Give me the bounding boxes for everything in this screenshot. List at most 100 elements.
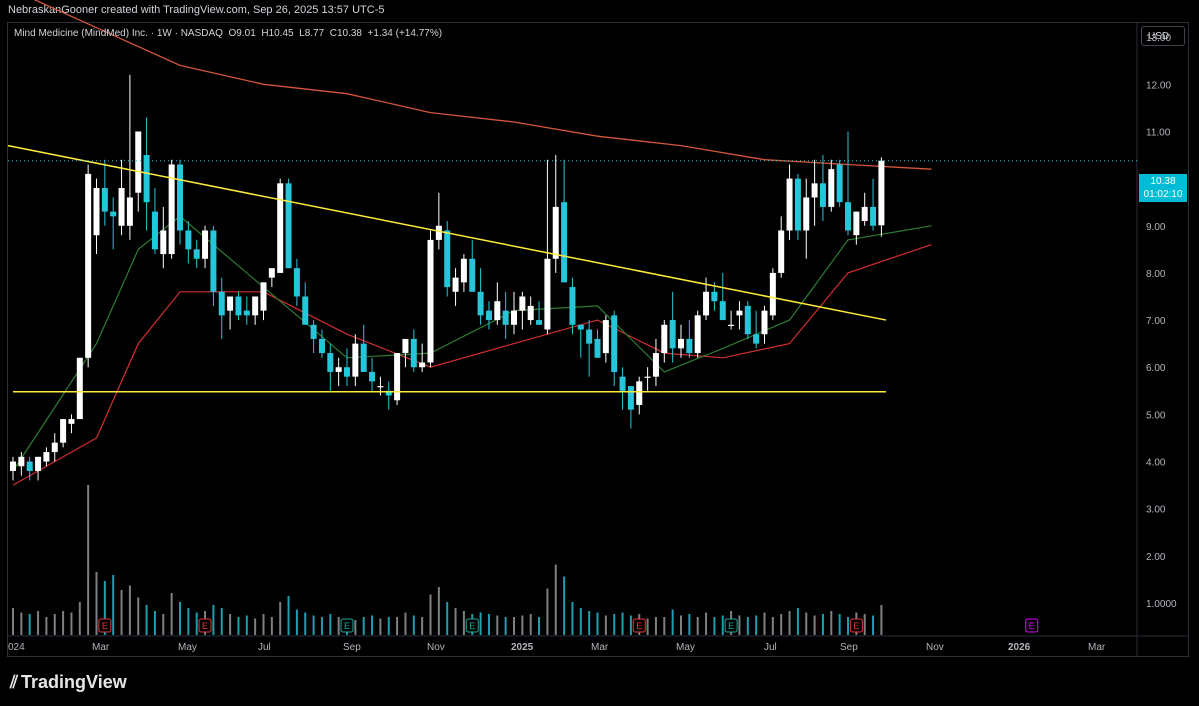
candle-body (569, 287, 576, 325)
candle-body (293, 268, 300, 297)
volume-bar (103, 581, 106, 635)
y-tick-label: 9.00 (1146, 222, 1166, 233)
low-value: L8.77 (299, 28, 325, 39)
earnings-marker-label: E (202, 621, 208, 631)
x-tick-label: Mar (591, 642, 609, 653)
volume-bar (629, 615, 632, 635)
volume-bar (187, 608, 190, 635)
candle-body (602, 320, 609, 354)
candle-body (218, 291, 225, 316)
candle-body (694, 315, 701, 354)
candle-body (769, 272, 776, 316)
candle-body (352, 343, 359, 377)
volume-bar (195, 612, 198, 635)
volume-bar (212, 605, 215, 635)
volume-bar (262, 614, 265, 635)
candle-body (427, 239, 434, 363)
volume-bar (220, 608, 223, 635)
candle-body (819, 183, 826, 207)
volume-bar (780, 614, 783, 635)
candle-body (160, 230, 167, 255)
volume-bar (396, 617, 399, 635)
volume-bar (705, 612, 708, 635)
candle-body (636, 381, 643, 405)
x-tick-label: Sep (840, 642, 858, 653)
candle-body (594, 338, 601, 358)
brand-label: TradingView (21, 672, 127, 692)
candle-body (536, 320, 543, 325)
volume-bar (496, 615, 499, 635)
volume-bar (387, 617, 390, 635)
volume-bar (421, 617, 424, 635)
last-price-tag: 10.38 01:02:10 (1139, 174, 1187, 202)
close-value: C10.38 (329, 28, 362, 39)
candle-body (544, 258, 551, 330)
volume-bar (162, 614, 165, 635)
change-value: +1.34 (+14.77%) (367, 28, 443, 39)
volume-bar (529, 614, 532, 635)
candle-body (444, 230, 451, 288)
candle-body (177, 164, 183, 231)
volume-bar (87, 485, 90, 635)
candle-body (586, 329, 593, 344)
x-tick-label: Nov (926, 642, 944, 653)
y-tick-label: 2.00 (1146, 552, 1166, 563)
volume-bar (504, 617, 507, 635)
earnings-marker-label: E (636, 621, 642, 631)
last-price-value: 10.38 (1150, 176, 1176, 187)
candle-body (644, 376, 651, 378)
earnings-marker-label: E (1029, 621, 1035, 631)
candle-body (235, 296, 242, 316)
volume-bar (546, 588, 549, 635)
volume-bar (821, 614, 824, 635)
x-tick-label: Jul (764, 642, 777, 653)
symbol-name[interactable]: Mind Medicine (MindMed) Inc. · 1W · NASD… (14, 28, 223, 39)
volume-bar (487, 614, 490, 635)
candle-body (435, 225, 442, 240)
volume-bar (337, 617, 340, 635)
x-tick-label: Sep (343, 642, 361, 653)
candle-body (527, 305, 534, 321)
volume-bar (145, 605, 148, 635)
y-tick-label: 8.00 (1146, 269, 1166, 280)
volume-bar (788, 611, 791, 635)
candle-body (143, 155, 150, 203)
x-tick-label: 2025 (511, 642, 534, 653)
candle-body (627, 386, 634, 410)
x-tick-label: May (676, 642, 695, 653)
volume-bar (20, 612, 23, 635)
y-tick-label: 13.00 (1146, 33, 1171, 44)
candle-body (619, 376, 626, 391)
candle-body (26, 461, 33, 471)
candle-body (485, 310, 492, 321)
volume-bar (304, 612, 307, 635)
volume-bar (696, 617, 699, 635)
volume-bar (604, 615, 607, 635)
x-tick-label: 024 (8, 642, 25, 653)
candle-body (93, 188, 100, 236)
x-tick-label: May (178, 642, 197, 653)
volume-bar (437, 587, 440, 635)
candle-body (786, 178, 793, 231)
volume-bar (571, 602, 574, 635)
volume-bar (872, 615, 875, 635)
candle-body (669, 320, 676, 349)
candle-body (310, 324, 317, 339)
candle-body (68, 419, 75, 424)
volume-bar (805, 612, 808, 635)
volume-bar (229, 614, 232, 635)
tradingview-brand[interactable]: ⫽ TradingView (10, 672, 127, 693)
candle-body (110, 211, 117, 217)
volume-bar (429, 594, 432, 635)
currency-button[interactable]: USD (1141, 26, 1185, 46)
volume-bar (646, 618, 649, 635)
volume-bar (830, 611, 833, 635)
earnings-marker-label: E (344, 621, 350, 631)
candle-body (135, 131, 142, 193)
ohlc-legend: Mind Medicine (MindMed) Inc. · 1W · NASD… (14, 28, 442, 39)
volume-bar (137, 597, 140, 635)
volume-bar (721, 615, 724, 635)
volume-bar (379, 618, 382, 635)
candle-body (719, 301, 726, 321)
